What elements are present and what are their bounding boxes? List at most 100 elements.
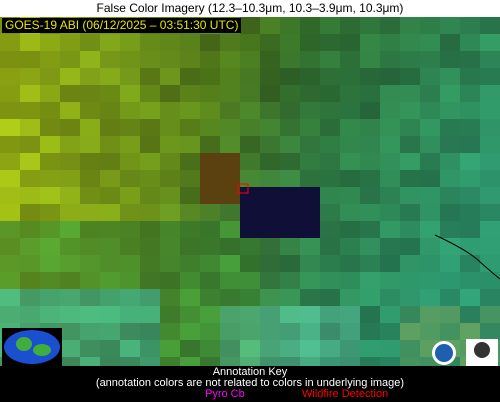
image-pixel bbox=[480, 136, 500, 153]
image-pixel bbox=[20, 51, 40, 68]
image-pixel bbox=[240, 68, 260, 85]
image-pixel bbox=[40, 289, 60, 306]
image-pixel bbox=[400, 204, 420, 221]
image-pixel bbox=[200, 68, 220, 85]
image-pixel bbox=[80, 221, 100, 238]
image-pixel bbox=[280, 238, 300, 255]
image-pixel bbox=[180, 34, 200, 51]
image-pixel bbox=[440, 136, 460, 153]
image-pixel bbox=[360, 272, 380, 289]
image-pixel bbox=[420, 85, 440, 102]
image-pixel bbox=[100, 340, 120, 357]
image-pixel bbox=[340, 289, 360, 306]
image-pixel bbox=[40, 187, 60, 204]
image-pixel bbox=[220, 272, 240, 289]
image-pixel bbox=[440, 306, 460, 323]
image-pixel bbox=[160, 136, 180, 153]
image-pixel bbox=[400, 153, 420, 170]
image-pixel bbox=[100, 238, 120, 255]
image-pixel bbox=[380, 34, 400, 51]
image-pixel bbox=[160, 204, 180, 221]
image-pixel bbox=[300, 85, 320, 102]
image-pixel bbox=[280, 51, 300, 68]
image-pixel bbox=[0, 119, 20, 136]
image-pixel bbox=[340, 17, 360, 34]
image-pixel bbox=[300, 187, 320, 204]
image-pixel bbox=[60, 238, 80, 255]
image-pixel bbox=[40, 221, 60, 238]
image-pixel bbox=[160, 357, 180, 366]
image-pixel bbox=[0, 221, 20, 238]
image-pixel bbox=[120, 136, 140, 153]
image-pixel bbox=[380, 102, 400, 119]
image-pixel bbox=[360, 204, 380, 221]
image-pixel bbox=[420, 187, 440, 204]
image-pixel bbox=[140, 136, 160, 153]
image-pixel bbox=[300, 340, 320, 357]
image-pixel bbox=[340, 238, 360, 255]
image-pixel bbox=[380, 221, 400, 238]
image-pixel bbox=[300, 68, 320, 85]
image-pixel bbox=[120, 85, 140, 102]
image-pixel bbox=[180, 221, 200, 238]
image-pixel bbox=[420, 136, 440, 153]
image-pixel bbox=[40, 204, 60, 221]
image-pixel bbox=[400, 272, 420, 289]
image-pixel bbox=[80, 238, 100, 255]
image-pixel bbox=[280, 85, 300, 102]
image-pixel bbox=[180, 51, 200, 68]
image-pixel bbox=[460, 204, 480, 221]
image-pixel bbox=[320, 204, 340, 221]
image-pixel bbox=[340, 340, 360, 357]
image-pixel bbox=[320, 238, 340, 255]
image-pixel bbox=[20, 153, 40, 170]
image-pixel bbox=[260, 68, 280, 85]
image-pixel bbox=[0, 85, 20, 102]
image-pixel bbox=[400, 323, 420, 340]
image-pixel bbox=[40, 34, 60, 51]
image-pixel bbox=[220, 136, 240, 153]
image-pixel bbox=[400, 119, 420, 136]
image-pixel bbox=[440, 68, 460, 85]
image-pixel bbox=[460, 289, 480, 306]
image-pixel bbox=[240, 51, 260, 68]
image-pixel bbox=[260, 306, 280, 323]
image-pixel bbox=[460, 272, 480, 289]
image-pixel bbox=[360, 34, 380, 51]
image-pixel bbox=[120, 238, 140, 255]
image-pixel bbox=[80, 170, 100, 187]
image-pixel bbox=[340, 221, 360, 238]
image-pixel bbox=[260, 187, 280, 204]
image-pixel bbox=[400, 357, 420, 366]
image-pixel bbox=[80, 85, 100, 102]
image-pixel bbox=[260, 85, 280, 102]
image-pixel bbox=[420, 289, 440, 306]
image-pixel bbox=[200, 289, 220, 306]
satellite-image bbox=[0, 17, 500, 366]
image-pixel bbox=[460, 51, 480, 68]
wildfire-marker bbox=[237, 183, 249, 194]
image-pixel bbox=[320, 85, 340, 102]
image-pixel bbox=[380, 204, 400, 221]
annotation-key: Annotation Key (annotation colors are no… bbox=[0, 366, 500, 402]
image-pixel bbox=[80, 357, 100, 366]
image-pixel bbox=[280, 187, 300, 204]
image-pixel bbox=[300, 170, 320, 187]
image-pixel bbox=[400, 306, 420, 323]
image-pixel bbox=[300, 153, 320, 170]
image-pixel bbox=[200, 34, 220, 51]
image-pixel bbox=[200, 340, 220, 357]
image-pixel bbox=[140, 221, 160, 238]
cimss-logo-mark bbox=[474, 342, 490, 358]
image-pixel bbox=[300, 221, 320, 238]
image-pixel bbox=[0, 187, 20, 204]
key-item: Wildfire Detection bbox=[302, 388, 389, 400]
image-pixel bbox=[280, 289, 300, 306]
image-pixel bbox=[140, 170, 160, 187]
image-pixel bbox=[240, 340, 260, 357]
key-item: Pyro Cb bbox=[205, 388, 245, 400]
image-pixel bbox=[160, 340, 180, 357]
image-pixel bbox=[380, 340, 400, 357]
image-pixel bbox=[120, 323, 140, 340]
image-pixel bbox=[120, 187, 140, 204]
